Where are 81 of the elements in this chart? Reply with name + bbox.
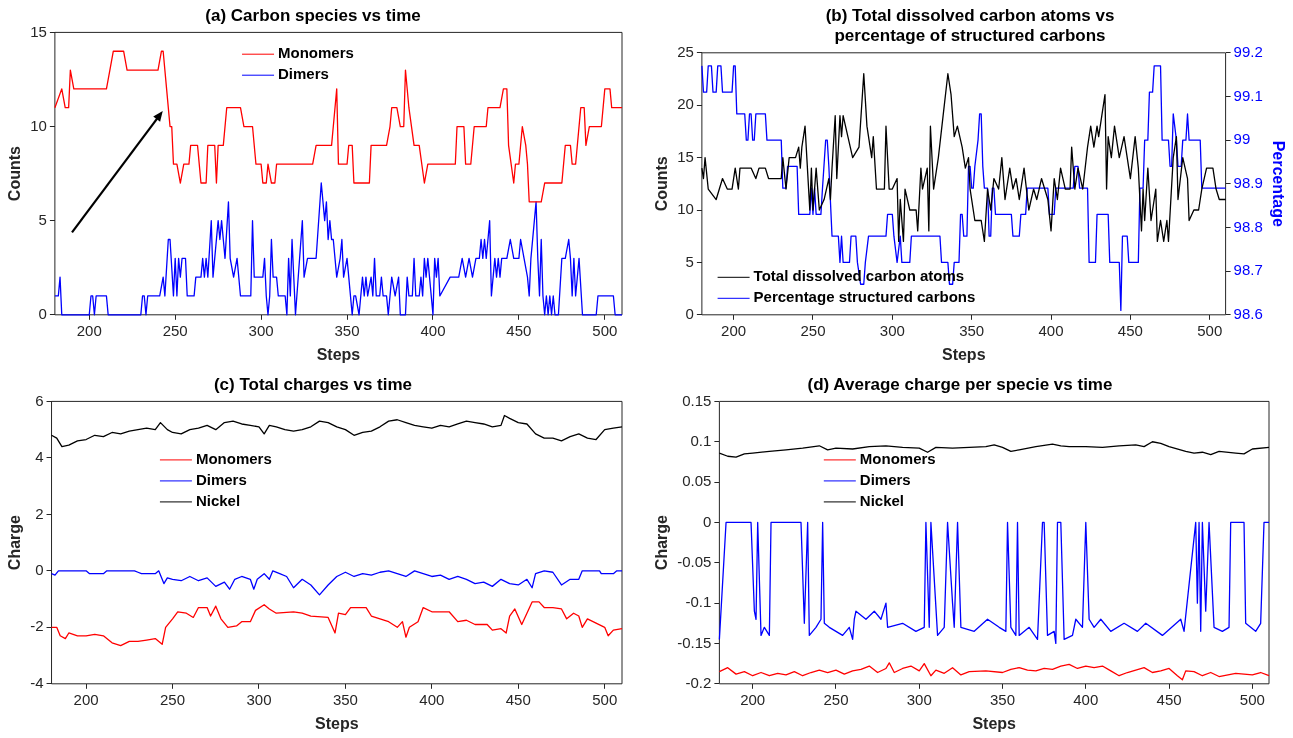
x-tick-label: 400 [420, 321, 446, 339]
y-tick-label: 15 [30, 22, 47, 40]
y2-tick-label: 98.8 [1233, 217, 1263, 235]
x-tick-label: 450 [506, 321, 532, 339]
y-tick-label: 15 [677, 147, 694, 165]
x-tick-label: 250 [800, 321, 826, 339]
y-tick-label: 0 [685, 304, 694, 322]
y-tick-label: 0.15 [682, 391, 712, 409]
y-tick-label: -0.05 [677, 552, 712, 570]
x-tick-label: 450 [1117, 321, 1143, 339]
y2-tick-label: 99 [1233, 130, 1251, 148]
x-tick-label: 200 [76, 321, 102, 339]
y-tick-label: 10 [677, 200, 694, 218]
legend-label: Dimers [195, 471, 247, 489]
x-tick-label: 250 [160, 690, 186, 708]
y-axis-title: Counts [653, 156, 671, 212]
x-tick-label: 450 [1156, 690, 1182, 708]
chart-title: (a) Carbon species vs time [205, 5, 421, 25]
x-tick-label: 500 [592, 690, 618, 708]
x-tick-label: 350 [334, 321, 360, 339]
legend-label: Dimers [859, 471, 911, 489]
y-axis-title: Charge [6, 514, 24, 571]
y-tick-label: -0.2 [685, 673, 712, 691]
legend-label: Percentage structured carbons [753, 288, 976, 306]
y-axis-title: Charge [653, 514, 671, 571]
x-tick-label: 300 [906, 690, 932, 708]
x-tick-label: 300 [248, 321, 274, 339]
y-tick-label: 5 [38, 210, 47, 228]
x-tick-label: 250 [162, 321, 188, 339]
x-tick-label: 400 [1073, 690, 1099, 708]
x-tick-label: 400 [419, 690, 445, 708]
y-tick-label: 0.05 [682, 472, 712, 490]
x-tick-label: 200 [721, 321, 747, 339]
legend-label: Nickel [195, 492, 241, 510]
legend-label: Monomers [195, 450, 272, 468]
y2-tick-label: 99.1 [1233, 86, 1263, 104]
x-tick-label: 500 [592, 321, 618, 339]
y-tick-label: 20 [677, 95, 694, 113]
x-tick-label: 350 [959, 321, 985, 339]
y2-tick-label: 98.7 [1233, 261, 1263, 279]
x-tick-label: 500 [1197, 321, 1223, 339]
y-tick-label: -0.15 [677, 633, 712, 651]
y-tick-label: 5 [685, 252, 694, 270]
x-axis-title: Steps [941, 345, 986, 363]
chart-title: (b) Total dissolved carbon atoms vs percentage of structured carbons [825, 5, 1115, 46]
legend-label: Nickel [859, 492, 905, 510]
chart-title: (c) Total charges vs time [213, 374, 413, 394]
legend-label: Dimers [278, 65, 329, 83]
x-tick-label: 350 [332, 690, 358, 708]
legend-label: Monomers [278, 44, 354, 62]
x-axis-title: Steps [314, 714, 359, 732]
y-tick-label: 6 [35, 391, 44, 409]
y-tick-label: 0.1 [690, 431, 712, 449]
y-tick-label: -2 [30, 617, 44, 635]
legend-label: Monomers [859, 450, 936, 468]
y-tick-label: 10 [30, 116, 47, 134]
y-tick-label: 2 [35, 504, 44, 522]
chart-title: (d) Average charge per specie vs time [807, 374, 1113, 394]
x-tick-label: 200 [740, 690, 766, 708]
x-tick-label: 500 [1239, 690, 1265, 708]
x-axis-title: Steps [972, 714, 1017, 732]
x-axis-title: Steps [316, 345, 361, 363]
y2-tick-label: 98.9 [1233, 173, 1263, 191]
y-axis-title: Counts [6, 145, 24, 202]
y-tick-label: -0.1 [685, 593, 712, 611]
y-tick-label: -4 [30, 673, 44, 691]
y2-tick-label: 99.2 [1233, 42, 1263, 60]
y-tick-label: 25 [677, 42, 694, 60]
x-tick-label: 200 [73, 690, 99, 708]
y-tick-label: 0 [703, 512, 712, 530]
x-tick-label: 400 [1038, 321, 1064, 339]
y2-axis-title: Percentage [1269, 140, 1287, 228]
x-tick-label: 250 [823, 690, 849, 708]
y-tick-label: 4 [35, 448, 44, 466]
x-tick-label: 350 [990, 690, 1016, 708]
y2-tick-label: 98.6 [1233, 304, 1263, 322]
x-tick-label: 300 [879, 321, 905, 339]
x-tick-label: 300 [246, 690, 272, 708]
y-tick-label: 0 [35, 560, 44, 578]
y-tick-label: 0 [38, 304, 47, 322]
x-tick-label: 450 [505, 690, 531, 708]
